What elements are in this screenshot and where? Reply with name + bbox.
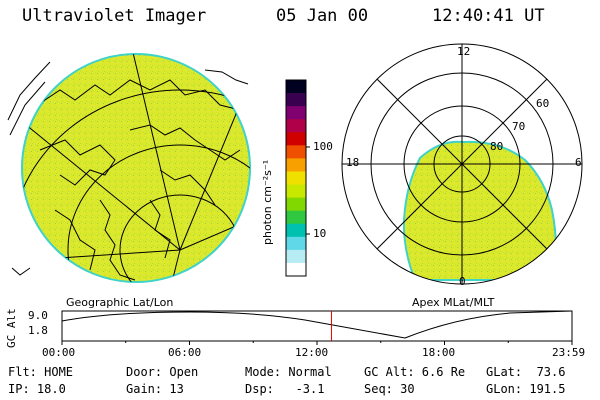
info-glat: GLat: 73.6 (486, 365, 566, 379)
geo-coastline (29, 79, 241, 111)
timeline-ylabel: GC Alt (5, 308, 18, 348)
info-mode: Mode: Normal (245, 365, 332, 379)
colorbar (285, 79, 310, 277)
mlat-label-70: 70 (512, 120, 526, 133)
polar-spoke (376, 78, 548, 250)
info-gcalt: GC Alt: 6.6 Re (364, 365, 466, 379)
colorbar-segment (286, 119, 306, 133)
colorbar-segment (286, 106, 306, 120)
mlt-label-0: 0 (459, 275, 466, 288)
colorbar-tick-10: 10 (313, 227, 327, 240)
geo-meridian (129, 54, 181, 251)
colorbar-segment (286, 80, 306, 94)
colorbar-segment (286, 197, 306, 212)
mlt-label-12: 12 (457, 45, 471, 58)
geographic-map (7, 53, 251, 283)
colorbar-segment (286, 184, 306, 199)
info-flt: Flt: HOME (8, 365, 74, 379)
polar-aurora-region (402, 140, 557, 281)
info-ip: IP: 18.0 (8, 382, 66, 396)
geo-coastline (99, 199, 136, 281)
mlt-label-18: 18 (346, 156, 360, 169)
colorbar-segment (286, 93, 306, 107)
colorbar-segment (286, 262, 306, 277)
date-label: 05 Jan 00 (276, 6, 369, 26)
polar-plot (341, 43, 583, 285)
mlat-label-60: 60 (536, 97, 550, 110)
colorbar-segment (286, 132, 306, 146)
timeline-xtick-1800: 18:00 (422, 346, 456, 359)
geo-outer-coastline (9, 81, 46, 136)
timeline-xtick-0000: 00:00 (42, 346, 76, 359)
geo-meridian (169, 249, 181, 282)
geo-coastline (54, 209, 96, 271)
timeline-plot (61, 310, 573, 345)
info-seq: Seq: 30 (364, 382, 415, 396)
info-gain: Gain: 13 (126, 382, 184, 396)
timeline-ytick-bottom: 1.8 (28, 324, 48, 337)
time-label: 12:40:41 UT (432, 6, 545, 26)
timeline-ytick-top: 9.0 (28, 309, 48, 322)
colorbar-segment (286, 158, 306, 172)
geo-coastline (149, 199, 171, 259)
timeline-xtick-2359: 23:59 (552, 346, 586, 359)
colorbar-segment (286, 210, 306, 225)
geo-coastline (159, 169, 216, 206)
orbit-altitude-curve (61, 310, 573, 339)
mlt-label-6: 6 (575, 156, 582, 169)
colorbar-segment (286, 236, 306, 251)
timeline-xtick-1200: 12:00 (295, 346, 329, 359)
geo-outer-coastline (11, 267, 31, 276)
geo-coastline (129, 124, 241, 161)
info-dsp: Dsp: -3.1 (245, 382, 325, 396)
colorbar-segment (286, 249, 306, 264)
instrument-title: Ultraviolet Imager (22, 6, 207, 26)
colorbar-frame (285, 79, 307, 277)
mlat-label-80: 80 (490, 140, 504, 153)
geo-map-label: Geographic Lat/Lon (66, 296, 174, 309)
geo-lat-circle (67, 144, 250, 282)
geo-coastline (39, 139, 116, 186)
timeline-xtick-0600: 06:00 (168, 346, 202, 359)
colorbar-tick-100: 100 (313, 140, 333, 153)
info-glon: GLon: 191.5 (486, 382, 566, 396)
colorbar-segment (286, 145, 306, 159)
colorbar-segment (286, 171, 306, 186)
geo-outer-coastline (7, 61, 51, 121)
geo-meridian (22, 119, 181, 251)
timeline-frame (61, 310, 573, 342)
geo-outer-coastline (204, 69, 249, 85)
info-door: Door: Open (126, 365, 199, 379)
polar-plot-label: Apex MLat/MLT (412, 296, 495, 309)
geo-aurora-disk (21, 53, 251, 283)
colorbar-segment (286, 223, 306, 238)
timeline-ticks (61, 341, 573, 345)
colorbar-unit-label: photon cm⁻²s⁻¹ (261, 159, 274, 245)
